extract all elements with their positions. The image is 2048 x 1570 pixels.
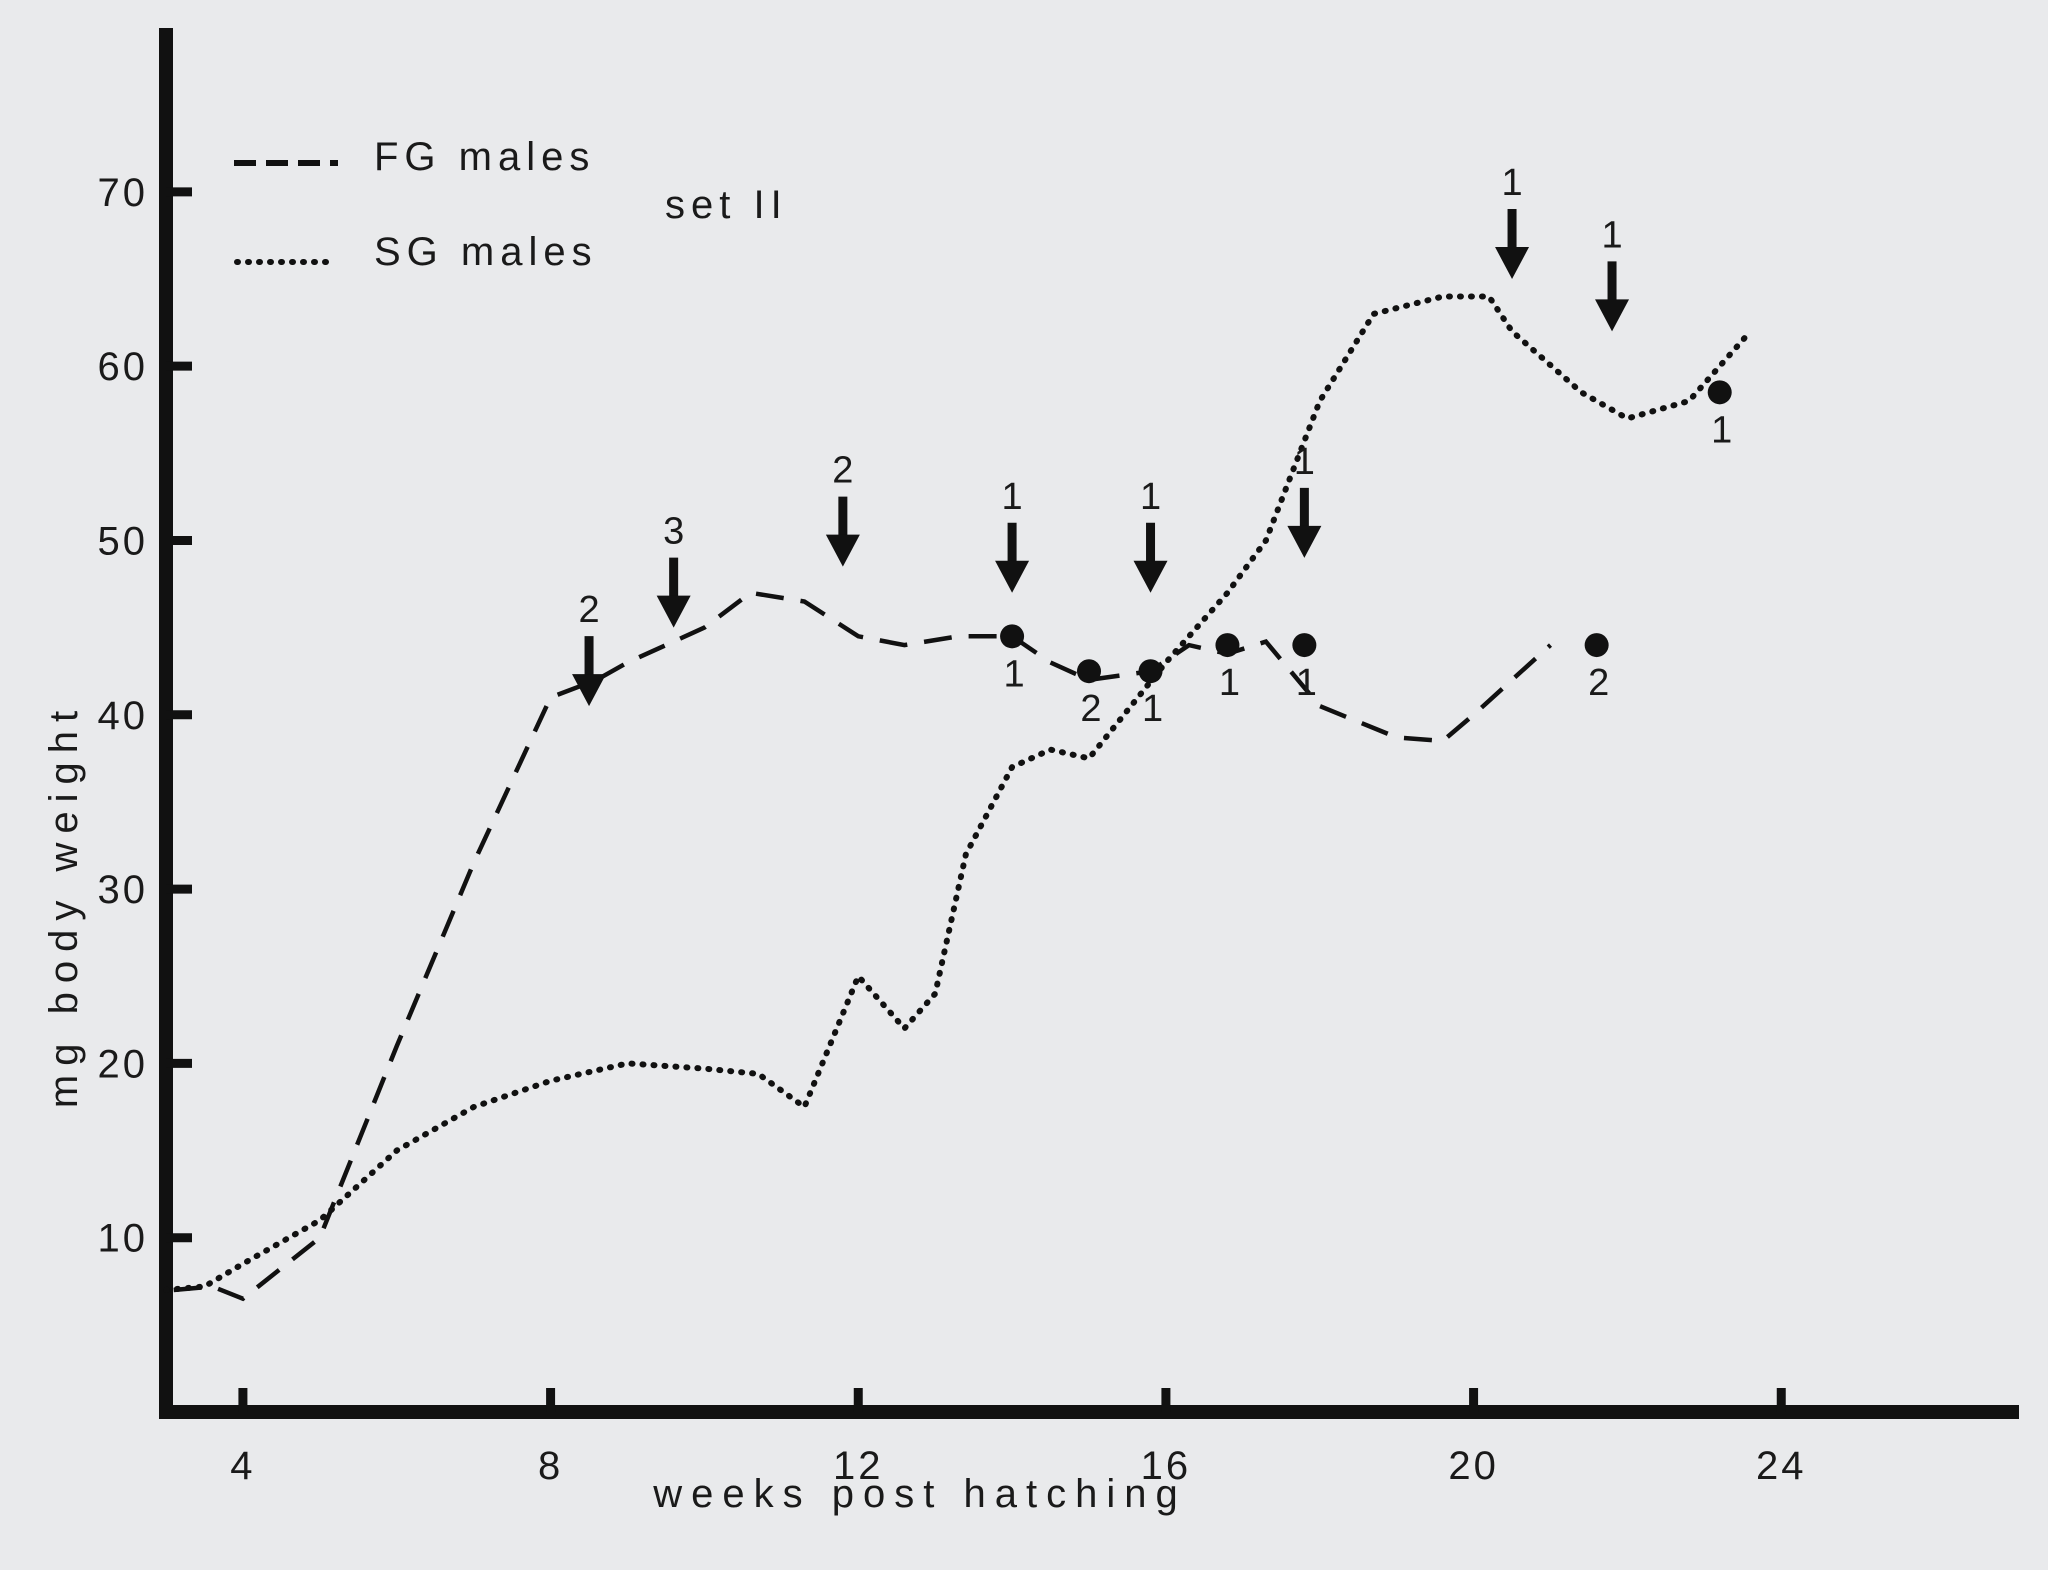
arrow-head [1595,299,1630,332]
y-tick-label: 10 [98,1217,149,1261]
molt-marker [1584,633,1609,658]
molt-arrow: 1 [995,476,1030,593]
arrow-label: 2 [832,450,853,492]
molt-arrow: 1 [1133,476,1168,593]
axes [159,28,2019,1419]
molt-arrow: 2 [572,589,607,707]
arrow-label: 1 [1002,476,1023,518]
arrow-head [1287,525,1322,558]
y-tick-label: 50 [98,519,149,563]
legend: FG males SG males [234,135,598,274]
arrow-label: 1 [1294,441,1315,483]
legend-label-fg: FG males [374,135,595,179]
molt-marker-label: 2 [1588,662,1609,704]
molt-arrow: 2 [825,450,860,567]
arrow-label: 1 [1501,162,1522,204]
molt-arrow: 1 [1495,162,1530,280]
series-line-sg-males [163,293,1754,1293]
arrow-layer: 2 3 2 1 1 1 1 1 [572,162,1630,707]
marker-layer: 12 11 1 21 [1000,380,1732,730]
molt-arrow: 3 [656,511,691,628]
arrow-label: 2 [578,589,599,631]
x-tick-label: 12 [833,1444,884,1488]
series-line-fg-males [173,590,1553,1302]
molt-marker [1292,633,1317,658]
molt-marker-label: 1 [1296,662,1317,704]
molt-arrow: 1 [1595,214,1630,332]
arrow-label: 3 [663,511,684,553]
arrow-head [995,560,1030,593]
y-tick-label: 60 [98,345,149,389]
arrow-head [1495,247,1530,280]
y-tick-label: 70 [98,171,149,215]
molt-marker [1000,624,1025,649]
y-tick-label: 30 [98,868,149,912]
molt-marker-label: 1 [1142,688,1163,730]
arrow-head [1133,560,1168,593]
molt-marker [1215,633,1240,658]
molt-marker-label: 1 [1711,409,1732,451]
y-tick-label: 20 [98,1042,149,1086]
x-tick-label: 4 [230,1444,255,1488]
x-tick-label: 20 [1448,1444,1499,1488]
x-tick-label: 8 [538,1444,563,1488]
x-tick-label: 24 [1756,1444,1807,1488]
set-label: set II [665,183,788,227]
x-axis-title: weeks post hatching [652,1472,1186,1516]
molt-marker-label: 1 [1004,653,1025,695]
arrow-label: 1 [1601,214,1622,256]
arrow-head [656,595,691,628]
y-tick-label: 40 [98,694,149,738]
arrow-head [572,674,607,707]
arrow-label: 1 [1140,476,1161,518]
x-tick-label: 16 [1141,1444,1192,1488]
molt-arrow: 1 [1287,441,1322,558]
molt-marker [1707,380,1732,405]
molt-marker-label: 2 [1080,688,1101,730]
series-layer [163,293,1754,1302]
molt-marker-label: 1 [1219,662,1240,704]
arrow-head [825,534,860,567]
legend-label-sg: SG males [374,230,598,274]
y-axis-title: mg body weight [42,702,86,1108]
molt-marker [1077,659,1101,684]
ticks [166,187,1786,1412]
molt-marker [1138,659,1163,684]
